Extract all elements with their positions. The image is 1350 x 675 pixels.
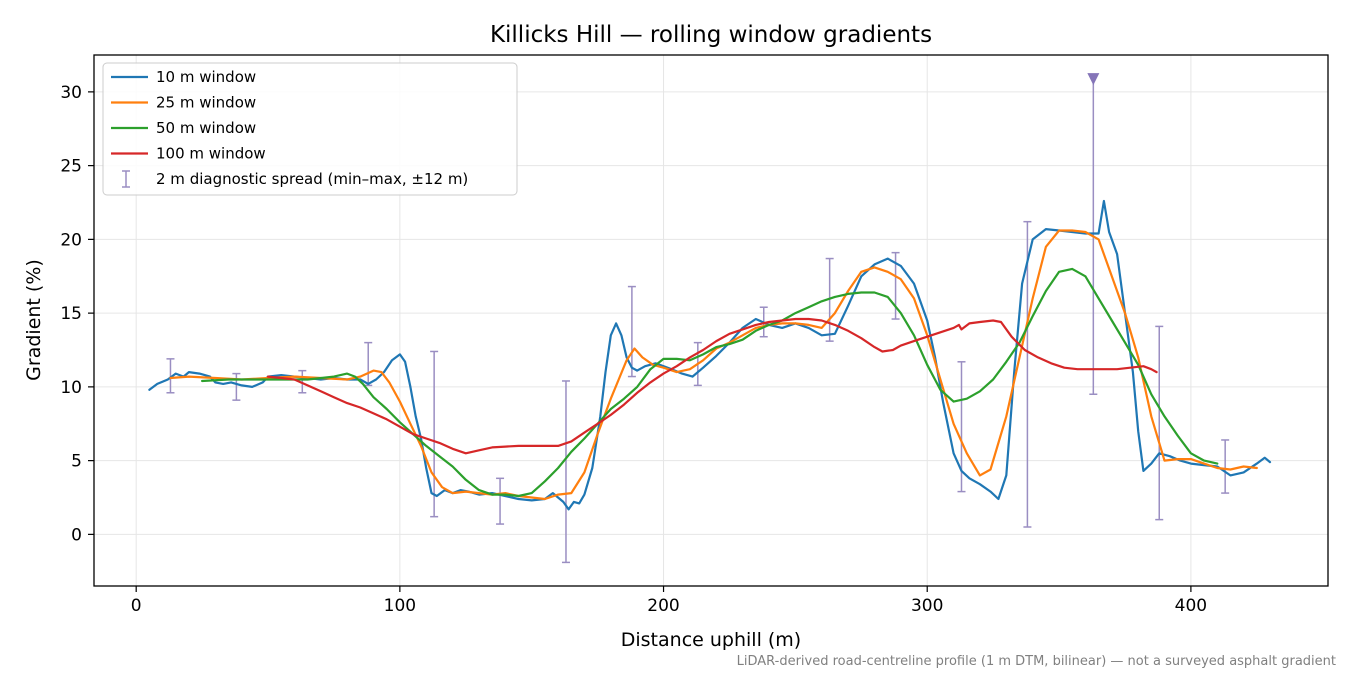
legend-label: 25 m window <box>156 94 256 112</box>
spread-bar <box>1155 325 1164 521</box>
spread-bar <box>496 477 505 525</box>
x-axis-label: Distance uphill (m) <box>621 629 801 651</box>
legend: 10 m window 25 m window 50 m window 100 m w… <box>102 62 518 196</box>
series-line <box>201 267 1219 498</box>
y-tick-label: 20 <box>60 230 82 250</box>
spread-bar <box>1023 220 1032 528</box>
y-tick-label: 15 <box>60 304 82 324</box>
x-tick-label: 100 <box>384 596 416 616</box>
y-tick-label: 25 <box>60 157 82 177</box>
legend-label: 50 m window <box>156 119 256 137</box>
y-tick-label: 5 <box>71 452 82 472</box>
legend-item: 100 m window <box>111 145 266 163</box>
legend-label: 10 m window <box>156 68 256 86</box>
legend-label: 2 m diagnostic spread (min–max, ±12 m) <box>156 170 468 188</box>
spread-bar <box>364 341 373 387</box>
spread-bar <box>298 369 307 394</box>
spread-bar <box>1221 439 1230 494</box>
spread-bar <box>430 350 439 518</box>
legend-item: 10 m window <box>111 68 256 86</box>
x-tick-label: 200 <box>647 596 679 616</box>
y-axis-label: Gradient (%) <box>23 259 45 381</box>
legend-label: 100 m window <box>156 145 266 163</box>
spread-bar <box>166 358 175 394</box>
legend-item: 50 m window <box>111 119 256 137</box>
legend-item: 2 m diagnostic spread (min–max, ±12 m) <box>122 170 468 188</box>
x-tick-label: 300 <box>911 596 943 616</box>
y-tick-label: 10 <box>60 378 82 398</box>
y-tick-label: 0 <box>71 525 82 545</box>
x-tick-label: 400 <box>1175 596 1207 616</box>
series-line <box>169 229 1258 501</box>
spread-bar <box>627 285 636 378</box>
x-tick-label: 0 <box>131 596 142 616</box>
spread-bar <box>232 372 241 401</box>
legend-box <box>102 62 518 196</box>
axis-ticks: 0 100 200 300 400 0 5 10 15 20 25 30 <box>60 83 1207 616</box>
y-tick-label: 30 <box>60 83 82 103</box>
series-line <box>266 317 1158 455</box>
spread-bar <box>561 380 570 564</box>
spread-bar <box>825 257 834 342</box>
chart-title: Killicks Hill — rolling window gradients <box>490 22 932 48</box>
spread-clipped-marker <box>1087 73 1100 86</box>
plot-frame <box>93 54 1329 587</box>
data-source-note: LiDAR-derived road-centreline profile (1… <box>737 654 1336 669</box>
legend-item: 25 m window <box>111 94 256 112</box>
series-lines <box>148 199 1272 511</box>
